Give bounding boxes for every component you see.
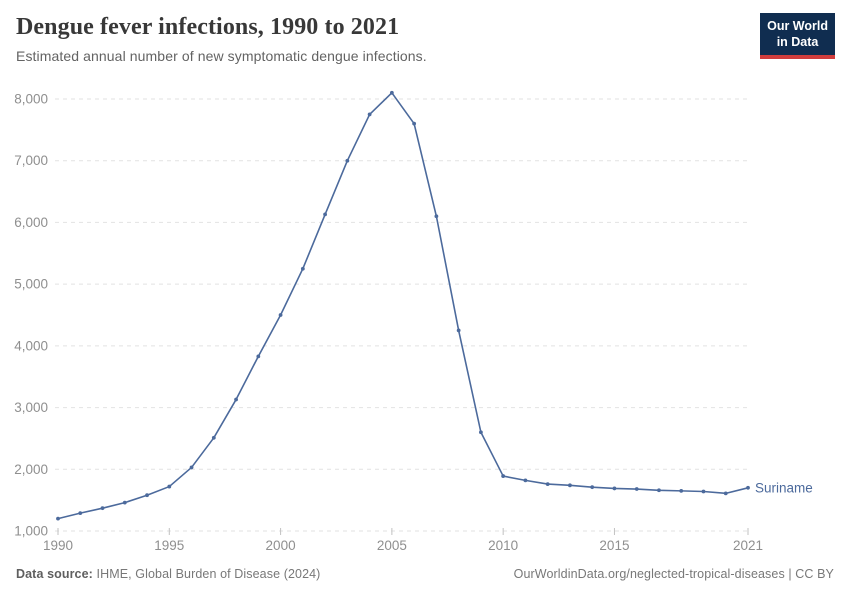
svg-text:5,000: 5,000 bbox=[14, 277, 48, 292]
svg-text:4,000: 4,000 bbox=[14, 338, 48, 353]
y-axis-labels: 1,000 2,000 3,000 4,000 5,000 6,000 7,000 8,000 bbox=[14, 92, 48, 539]
data-source-label: Data source: bbox=[16, 567, 93, 581]
line-chart[interactable]: 1,000 2,000 3,000 4,000 5,000 6,000 7,000 8,000… bbox=[0, 80, 850, 565]
svg-text:8,000: 8,000 bbox=[14, 92, 48, 107]
x-axis: 1990 1995 2000 2005 2010 2015 2021 bbox=[43, 528, 763, 553]
chart-header: Dengue fever infections, 1990 to 2021 Es… bbox=[0, 0, 850, 80]
svg-text:2015: 2015 bbox=[599, 538, 629, 553]
svg-text:2005: 2005 bbox=[377, 538, 407, 553]
svg-text:1990: 1990 bbox=[43, 538, 73, 553]
logo-line-2: in Data bbox=[776, 35, 819, 50]
svg-text:1,000: 1,000 bbox=[14, 524, 48, 539]
svg-text:1995: 1995 bbox=[154, 538, 184, 553]
chart-titles: Dengue fever infections, 1990 to 2021 Es… bbox=[16, 13, 427, 64]
svg-text:2,000: 2,000 bbox=[14, 462, 48, 477]
svg-text:7,000: 7,000 bbox=[14, 153, 48, 168]
logo-line-1: Our World bbox=[767, 19, 828, 33]
page-title: Dengue fever infections, 1990 to 2021 bbox=[16, 14, 400, 40]
svg-text:3,000: 3,000 bbox=[14, 400, 48, 415]
entity-label[interactable]: Suriname bbox=[755, 480, 813, 495]
owid-logo: Our World in Data bbox=[760, 13, 835, 59]
chart-footer: Data source: IHME, Global Burden of Dise… bbox=[16, 567, 834, 581]
series-points bbox=[56, 90, 750, 521]
data-source: Data source: IHME, Global Burden of Dise… bbox=[16, 567, 320, 581]
chart-subtitle: Estimated annual number of new symptomat… bbox=[16, 47, 427, 64]
svg-text:6,000: 6,000 bbox=[14, 215, 48, 230]
svg-text:2000: 2000 bbox=[266, 538, 296, 553]
series-line[interactable] bbox=[57, 92, 749, 520]
svg-text:2010: 2010 bbox=[488, 538, 518, 553]
data-source-value: IHME, Global Burden of Disease (2024) bbox=[92, 567, 321, 581]
gridlines bbox=[55, 98, 748, 532]
footer-link[interactable]: OurWorldinData.org/neglected-tropical-di… bbox=[513, 567, 834, 581]
svg-text:2021: 2021 bbox=[733, 538, 763, 553]
